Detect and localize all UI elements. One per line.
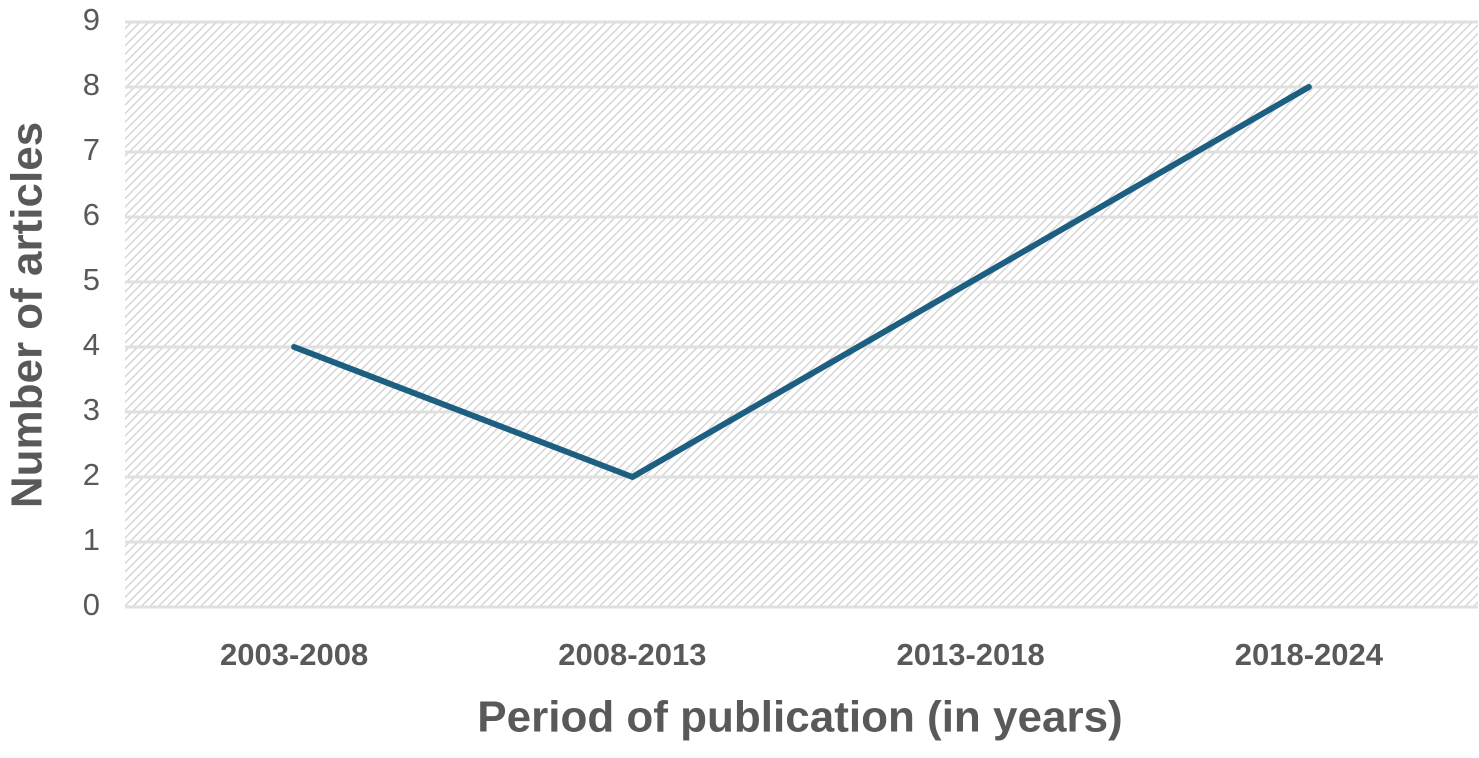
x-tick-label: 2003-2008 xyxy=(220,637,368,672)
x-tick-label: 2013-2018 xyxy=(897,637,1045,672)
y-tick-label: 2 xyxy=(83,457,100,492)
y-tick-label: 8 xyxy=(83,67,100,102)
y-axis-title: Number of articles xyxy=(3,122,52,508)
y-tick-label: 0 xyxy=(83,587,100,622)
y-tick-label: 3 xyxy=(83,392,100,427)
y-tick-label: 4 xyxy=(83,327,100,362)
x-tick-label: 2018-2024 xyxy=(1235,637,1384,672)
x-tick-label: 2008-2013 xyxy=(558,637,706,672)
y-tick-label: 5 xyxy=(83,262,100,297)
y-tick-label: 9 xyxy=(83,2,100,37)
y-tick-label: 6 xyxy=(83,197,100,232)
x-axis-title: Period of publication (in years) xyxy=(477,693,1122,742)
data-line xyxy=(291,84,1312,480)
y-tick-label: 7 xyxy=(83,132,100,167)
y-tick-label: 1 xyxy=(83,522,100,557)
